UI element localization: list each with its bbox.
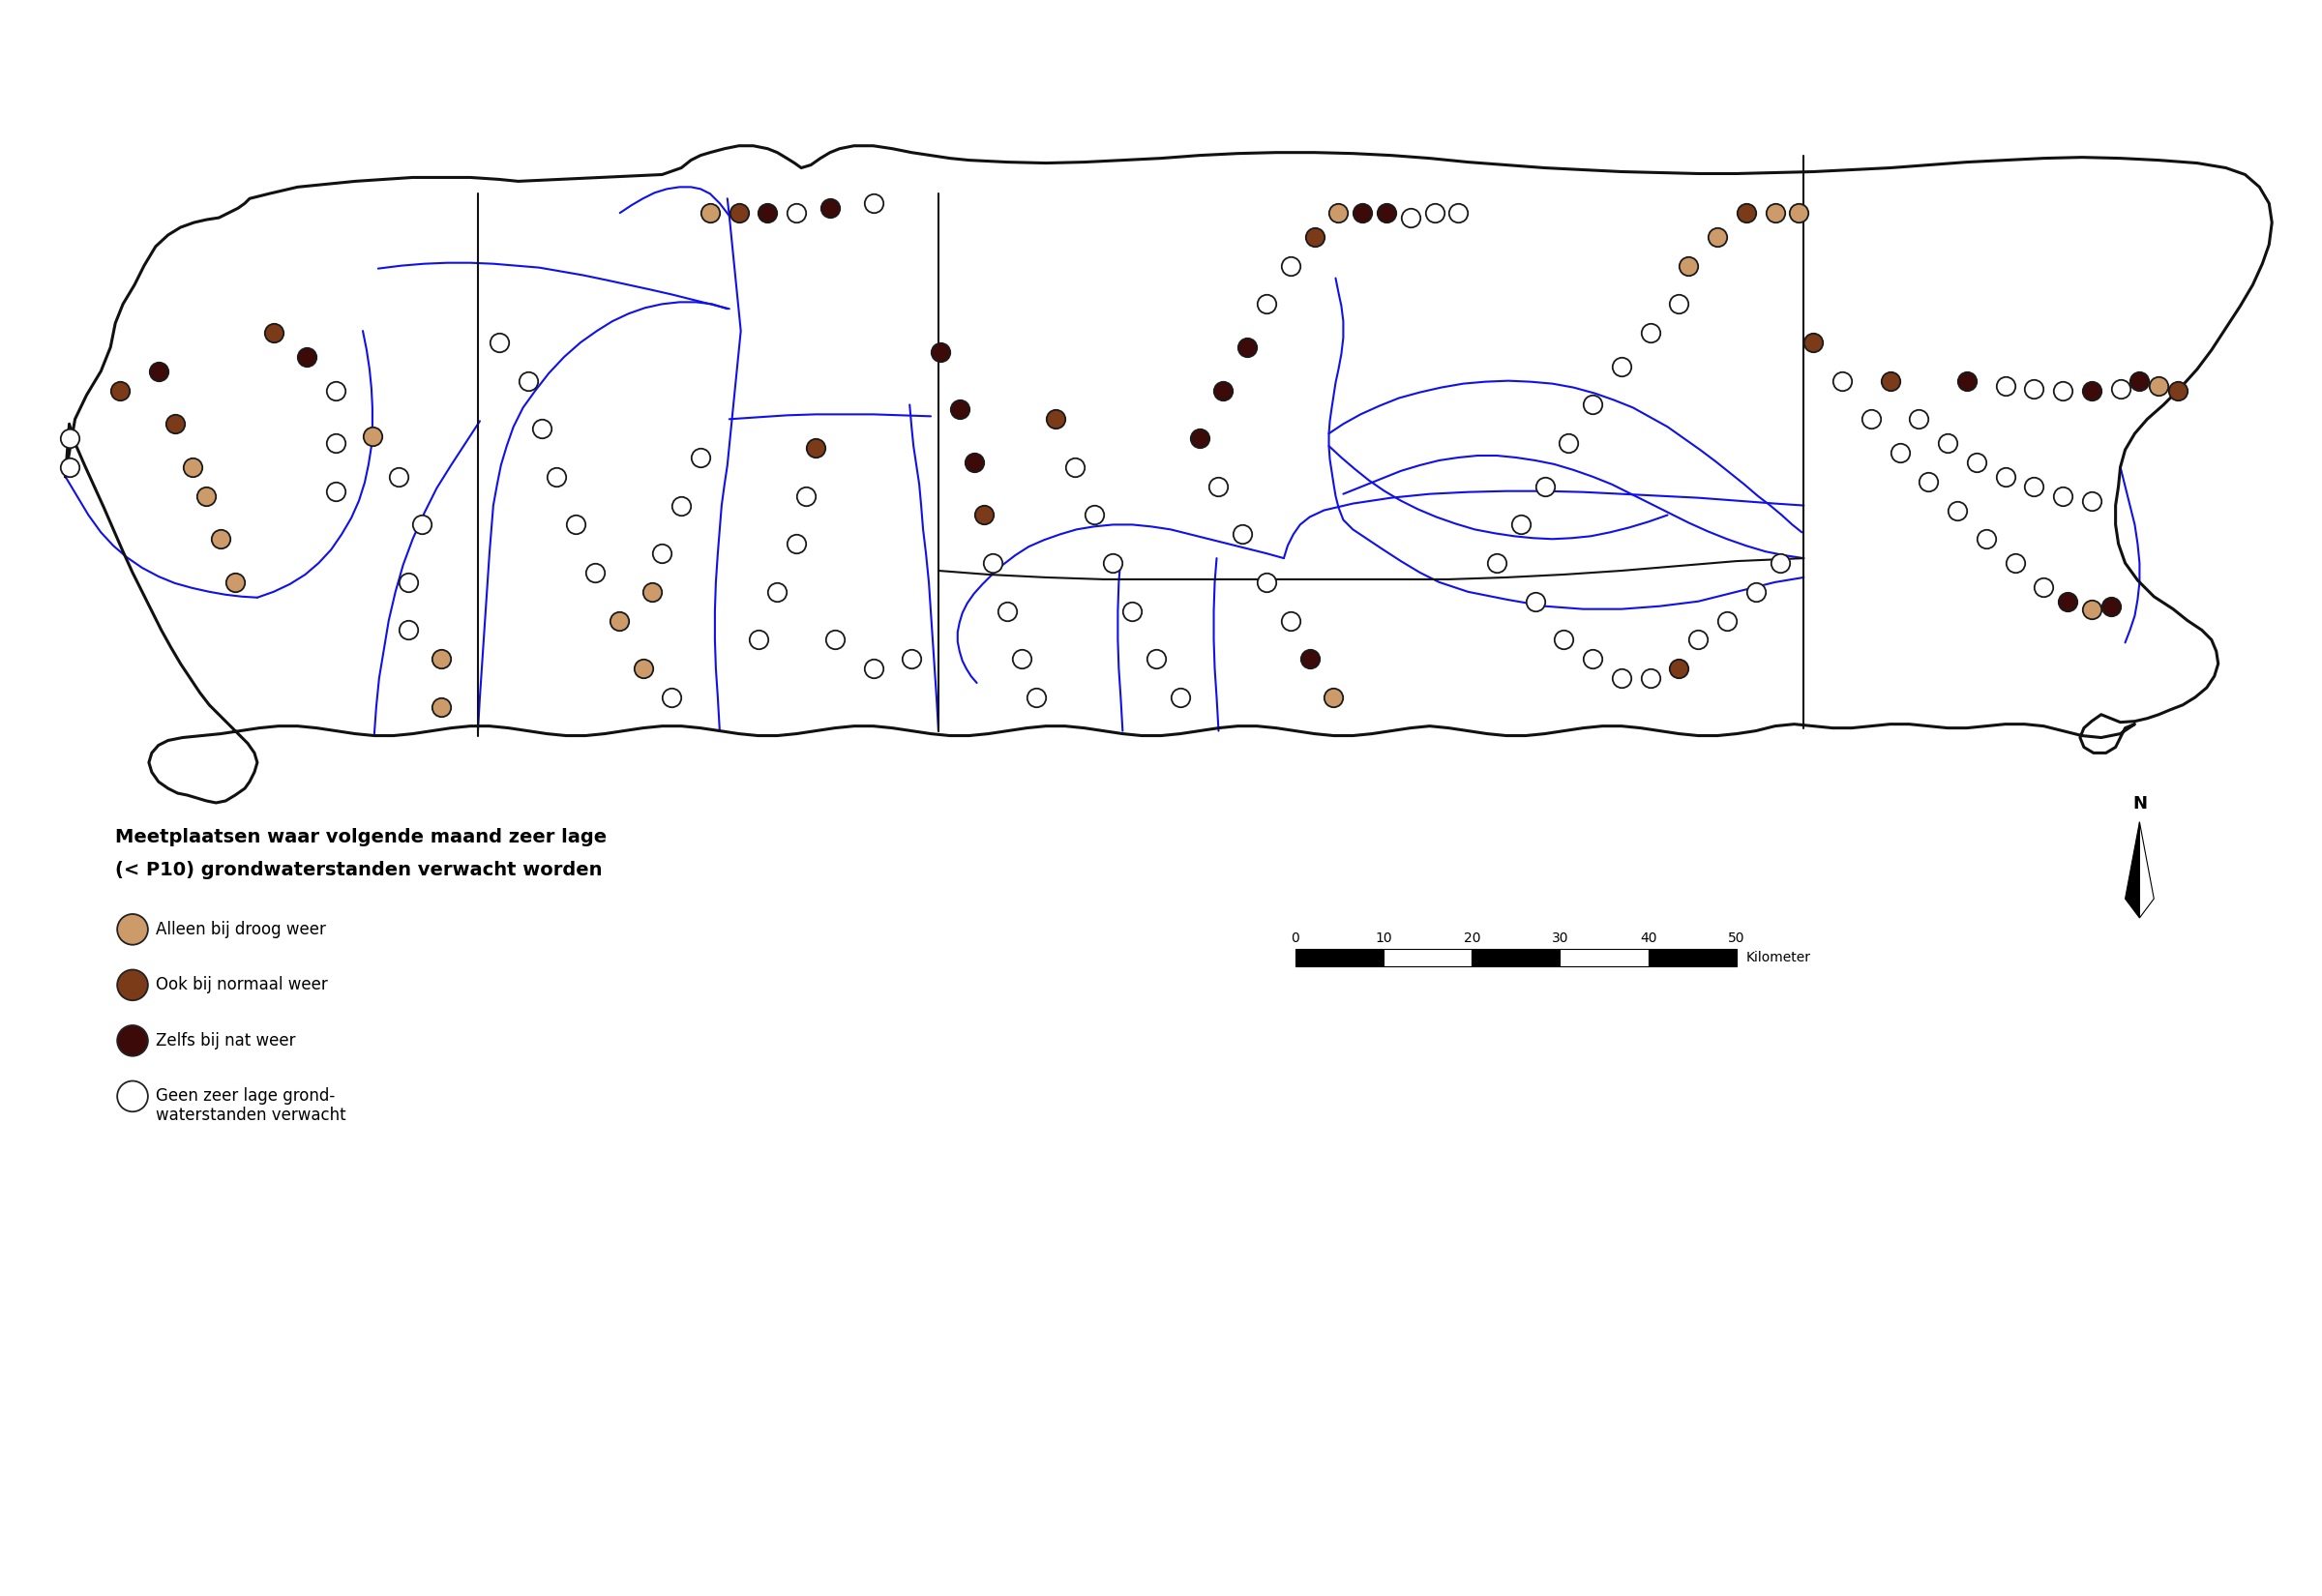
Bar xyxy=(1649,948,1737,966)
Bar xyxy=(1560,948,1649,966)
Circle shape xyxy=(116,1080,149,1112)
Bar xyxy=(1472,948,1560,966)
Text: 50: 50 xyxy=(1728,930,1746,945)
Text: 40: 40 xyxy=(1639,930,1658,945)
Bar xyxy=(1296,948,1384,966)
Text: N: N xyxy=(2132,795,2148,812)
Text: 30: 30 xyxy=(1551,930,1570,945)
Circle shape xyxy=(116,1025,149,1057)
Text: 10: 10 xyxy=(1375,930,1393,945)
Text: Meetplaatsen waar volgende maand zeer lage: Meetplaatsen waar volgende maand zeer la… xyxy=(116,828,606,846)
Bar xyxy=(1384,948,1472,966)
Circle shape xyxy=(116,915,149,945)
Text: waterstanden verwacht: waterstanden verwacht xyxy=(156,1106,346,1124)
Text: Geen zeer lage grond-: Geen zeer lage grond- xyxy=(156,1087,334,1104)
Text: Ook bij normaal weer: Ook bij normaal weer xyxy=(156,977,327,994)
Text: Zelfs bij nat weer: Zelfs bij nat weer xyxy=(156,1033,295,1049)
Text: (< P10) grondwaterstanden verwacht worden: (< P10) grondwaterstanden verwacht worde… xyxy=(116,862,601,879)
Text: 0: 0 xyxy=(1291,930,1300,945)
Polygon shape xyxy=(2125,822,2139,918)
Text: Alleen bij droog weer: Alleen bij droog weer xyxy=(156,921,325,938)
Text: 20: 20 xyxy=(1463,930,1481,945)
Text: Kilometer: Kilometer xyxy=(1746,951,1811,964)
Polygon shape xyxy=(2139,822,2155,918)
Circle shape xyxy=(116,970,149,1001)
